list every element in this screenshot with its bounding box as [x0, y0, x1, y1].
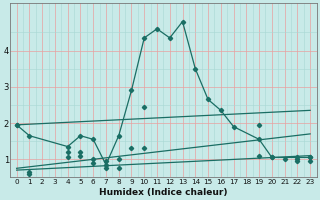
X-axis label: Humidex (Indice chaleur): Humidex (Indice chaleur) — [99, 188, 228, 197]
